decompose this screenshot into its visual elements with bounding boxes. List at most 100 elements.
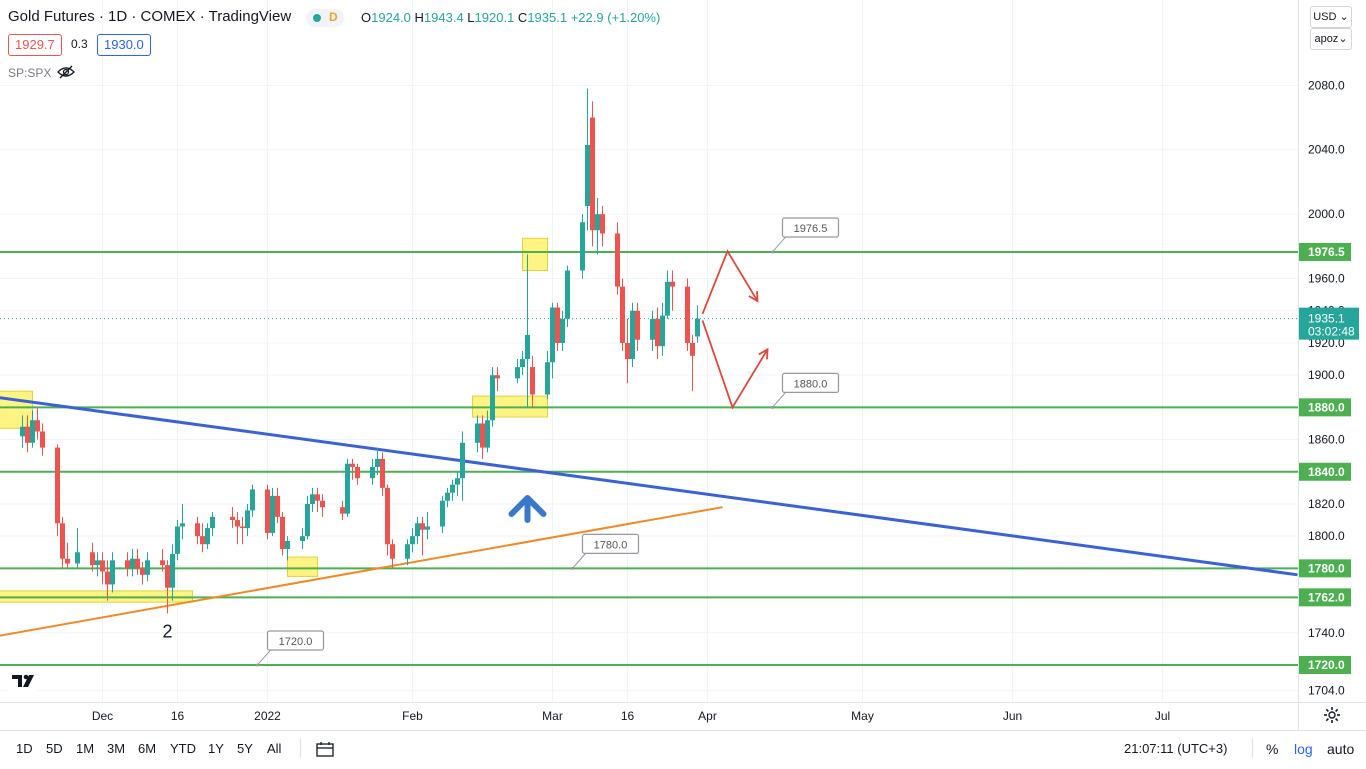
range-1m-button[interactable]: 1M [76,741,95,756]
buy-price-button[interactable]: 1930.0 [97,34,151,56]
candle-body [625,342,630,360]
candle-body [695,318,700,337]
level-price-tag [1299,242,1351,261]
y-tick-label: 2040.0 [1308,143,1345,157]
hide-eye-icon[interactable] [57,64,75,80]
candle-body [525,334,530,360]
candle-body [40,431,45,448]
candle-body [600,214,605,234]
range-6m-button[interactable]: 6M [138,741,157,756]
auto-scale-toggle[interactable]: auto [1327,741,1355,757]
candle-body [485,420,490,448]
log-scale-toggle[interactable]: log [1294,741,1313,757]
candle-body [655,318,660,347]
candle-body [440,500,445,527]
candle-body [195,523,200,537]
callout-anchor [771,250,774,254]
bar-countdown-label: 03:02:48 [1308,325,1355,339]
candle-body [30,420,35,443]
callout-anchor [771,405,774,409]
candle-body [210,516,215,529]
sell-price-button[interactable]: 1929.7 [8,34,62,56]
candle-body [635,310,640,340]
low-value: 1920.1 [474,10,515,25]
y-tick-label: 1960.0 [1308,272,1345,286]
candle-body [405,544,410,559]
candle-body [515,367,520,379]
candle-body [685,286,690,343]
chevron-down-icon: ⌄ [1338,33,1348,45]
candle-body [310,494,315,504]
candle-body [555,307,560,343]
candle-body [390,544,395,559]
candle-body [420,523,425,530]
clock-timezone[interactable]: 21:07:11 (UTC+3) [1124,741,1228,756]
bottom-toolbar [0,730,1366,769]
compare-symbol[interactable]: SP:SPX [8,66,52,80]
candle-body [670,281,675,287]
symbol-title[interactable]: Gold Futures · 1D · COMEX · TradingView [8,8,292,25]
settings-gear-icon[interactable] [1323,706,1341,724]
delay-badge: D [329,10,338,24]
trendline-orange [0,506,723,637]
candle-body [280,516,285,550]
range-1y-button[interactable]: 1Y [208,741,224,756]
y-tick-label: 1704.0 [1308,684,1345,698]
projection-down-arrow-head [758,347,769,360]
candle-body [550,307,555,363]
tradingview-logo[interactable] [8,666,38,694]
level-price-tag [1299,655,1351,674]
candle-body [160,560,165,566]
candle-body [90,552,95,566]
level-price-tag [1299,588,1351,607]
callout-box [266,630,325,651]
candle-body [170,553,175,588]
candle-body [410,536,415,545]
candle-body [495,375,500,379]
range-1d-button[interactable]: 1D [16,741,33,756]
range-all-button[interactable]: All [267,741,282,756]
unit-select[interactable]: apoz⌄ [1310,28,1352,50]
currency-select[interactable]: USD ⌄ [1310,6,1352,28]
range-5y-button[interactable]: 5Y [237,741,253,756]
range-ytd-button[interactable]: YTD [170,741,196,756]
ohlc-readout: O1924.0 H1943.4 L1920.1 C1935.1 +22.9 (+… [361,10,661,25]
callout-box [781,372,840,393]
callout-label: 1780.0 [594,539,628,551]
projection-down-arrow [701,320,769,410]
candle-body [665,281,670,316]
y-tick-label: 1820.0 [1308,497,1345,511]
x-tick-label: Feb [402,709,423,723]
level-price-tag [1299,462,1351,481]
candle-body [235,520,240,527]
y-tick-label: 1860.0 [1308,433,1345,447]
candle-body [315,494,320,501]
candle-body [250,489,255,511]
candle-body [355,466,360,479]
level-price-tag-label: 1780.0 [1308,561,1345,575]
candle-body [320,500,325,508]
candle-body [690,342,695,356]
candle-body [375,458,380,467]
level-price-tag-label: 1762.0 [1308,590,1345,604]
market-status-pill[interactable]: D [306,9,344,27]
current-price-tag [1299,307,1359,340]
candle-body [380,458,385,488]
candle-body [630,310,635,360]
candle-body [520,359,525,368]
x-tick-label: 16 [621,709,635,723]
candle-body [205,528,210,545]
calendar-goto-icon[interactable] [316,741,334,757]
candle-body [55,447,60,524]
candle-body [130,558,135,569]
range-5d-button[interactable]: 5D [46,741,63,756]
candle-body [270,495,275,533]
callout-leader [257,648,272,666]
candle-body [425,526,430,530]
candle-body [455,478,460,485]
candle-body [95,560,100,566]
toolbar-divider [300,738,301,758]
percent-scale-toggle[interactable]: % [1266,741,1279,757]
range-3m-button[interactable]: 3M [107,741,126,756]
